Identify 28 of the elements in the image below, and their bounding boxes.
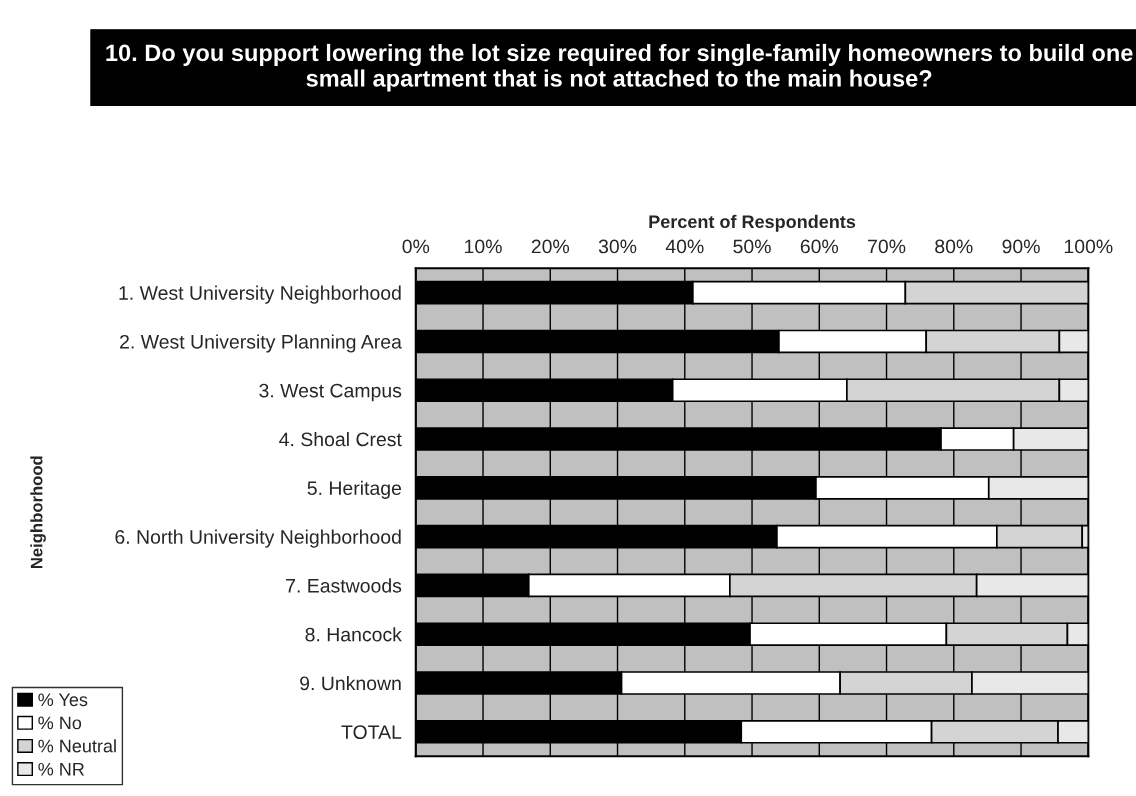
x-axis-title: Percent of Respondents: [649, 214, 856, 232]
x-tick-label: 0%: [402, 239, 430, 254]
y-tick-label: 9. Unknown: [300, 675, 401, 691]
x-tick-label: 100%: [1064, 239, 1113, 254]
y-tick-label: 5. Heritage: [307, 480, 402, 499]
x-tick-label: 10%: [465, 239, 502, 254]
y-axis-title: Neighborhood: [30, 456, 46, 569]
y-tick-label: 4. Shoal Crest: [279, 431, 402, 447]
legend-label: % NR: [38, 762, 85, 776]
legend-label: % Yes: [38, 693, 88, 707]
x-tick-label: 50%: [733, 239, 771, 254]
y-tick-label: 6. North University Neighborhood: [115, 529, 401, 548]
x-tick-label: 40%: [665, 239, 704, 254]
y-tick-label: 2. West University Planning Area: [120, 334, 402, 353]
x-tick-label: 90%: [1002, 239, 1040, 254]
x-tick-label: 70%: [868, 239, 906, 254]
legend-label: % Neutral: [38, 739, 116, 753]
x-tick-label: 80%: [935, 239, 973, 254]
x-tick-label: 60%: [800, 239, 839, 254]
y-tick-label: 1. West University Neighborhood: [119, 285, 401, 304]
y-tick-label: 8. Hancock: [305, 627, 402, 642]
y-tick-label: TOTAL: [341, 725, 402, 740]
y-tick-label: 7. Eastwoods: [286, 578, 402, 593]
chart-title: 10. Do you support lowering the lot size required for single-family homeowners to build one small apartment that is not attached to the main house?: [106, 43, 1133, 92]
y-tick-label: 3. West Campus: [259, 383, 402, 402]
x-tick-label: 30%: [598, 239, 637, 254]
legend-label: % No: [38, 716, 82, 730]
x-tick-label: 20%: [531, 239, 570, 254]
